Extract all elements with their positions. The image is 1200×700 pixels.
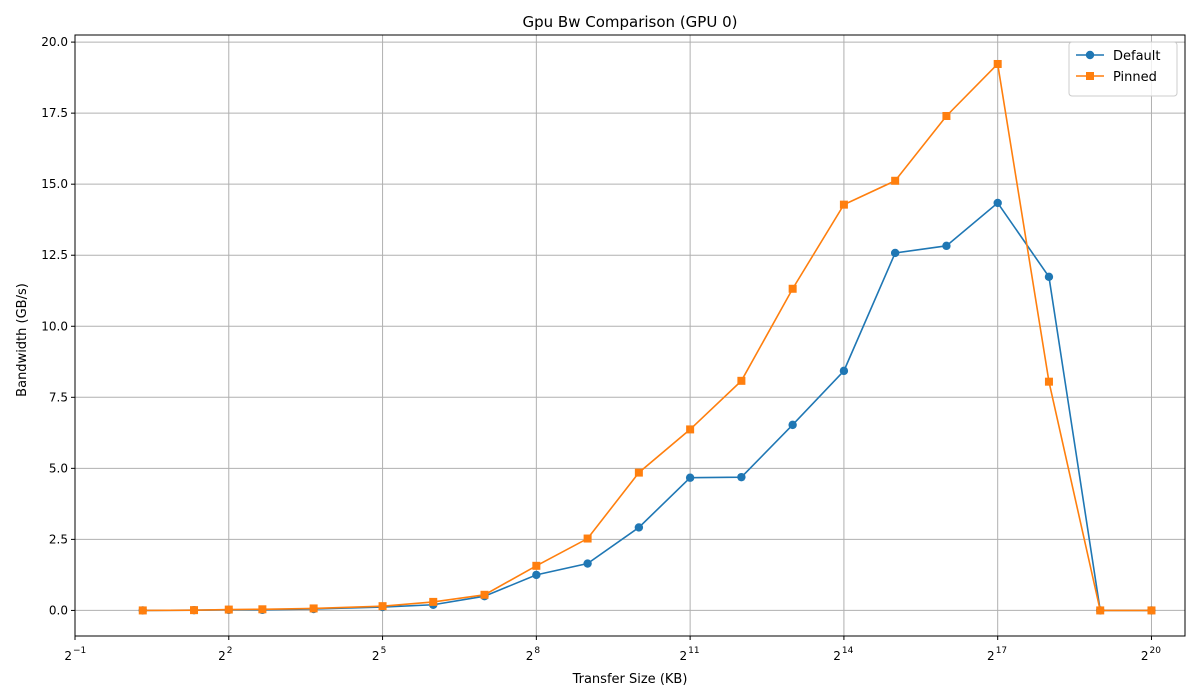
y-tick-label: 7.5 — [49, 390, 68, 404]
data-point-pinned — [737, 376, 746, 385]
x-tick-label-exponent: 8 — [534, 646, 540, 656]
data-point-pinned — [429, 597, 438, 606]
data-point-pinned — [891, 176, 900, 185]
data-point-default — [685, 473, 695, 482]
y-tick-label: 12.5 — [41, 248, 68, 262]
data-point-pinned — [1096, 606, 1105, 615]
data-point-pinned — [583, 534, 592, 543]
data-point-pinned — [532, 561, 541, 570]
x-tick-label-exponent: −1 — [73, 646, 86, 656]
x-tick-label-base: 2 — [833, 649, 841, 663]
y-tick-label: 2.5 — [49, 532, 68, 546]
legend-marker-pinned — [1086, 72, 1094, 80]
data-point-pinned — [378, 602, 387, 611]
data-point-pinned — [993, 59, 1002, 68]
y-tick-label: 15.0 — [41, 177, 68, 191]
data-point-pinned — [839, 200, 848, 209]
y-tick-label: 5.0 — [49, 461, 68, 475]
x-tick-label: 2 14 — [833, 646, 853, 663]
x-tick-label-base: 2 — [64, 649, 72, 663]
x-tick-label-base: 2 — [218, 649, 226, 663]
x-tick-label-base: 2 — [987, 649, 995, 663]
data-point-default — [993, 198, 1002, 208]
data-point-pinned — [138, 606, 147, 615]
x-tick-label: 2 −1 — [64, 646, 86, 663]
chart-title: Gpu Bw Comparison (GPU 0) — [523, 13, 738, 31]
legend-label-pinned: Pinned — [1113, 70, 1157, 85]
legend-marker-default — [1085, 50, 1095, 60]
ticks: 2 −1 2 2 2 5 2 8 2 11 2 14 2 17 2 200.02.55.07.510.012.… — [41, 35, 1161, 663]
y-tick-label: 20.0 — [41, 35, 68, 49]
data-point-default — [737, 472, 746, 482]
data-point-pinned — [686, 425, 695, 434]
x-tick-label-base: 2 — [372, 649, 380, 663]
x-axis-title: Transfer Size (KB) — [572, 672, 688, 687]
data-point-default — [942, 241, 951, 251]
y-tick-label: 0.0 — [49, 603, 68, 617]
legend-item-default: Default — [1076, 49, 1161, 64]
data-point-pinned — [309, 604, 318, 613]
data-point-pinned — [224, 605, 233, 614]
series-pinned — [138, 59, 1156, 615]
data-point-default — [839, 366, 849, 376]
legend-label-default: Default — [1113, 49, 1161, 64]
x-tick-label-exponent: 5 — [381, 646, 387, 656]
legend-item-pinned: Pinned — [1076, 70, 1157, 85]
data-point-default — [532, 570, 541, 580]
x-tick-label-exponent: 20 — [1149, 646, 1161, 656]
grid — [74, 35, 1185, 636]
x-tick-label: 2 20 — [1141, 646, 1161, 663]
data-point-default — [583, 559, 592, 568]
plot-frame — [74, 34, 1186, 637]
data-point-pinned — [788, 284, 797, 293]
data-point-pinned — [1147, 606, 1156, 615]
x-tick-label-base: 2 — [679, 649, 687, 663]
y-axis-title: Bandwidth (GB/s) — [15, 283, 30, 397]
x-tick-label-base: 2 — [526, 649, 534, 663]
data-point-pinned — [942, 111, 951, 120]
data-point-pinned — [1044, 377, 1053, 386]
x-tick-label-exponent: 17 — [996, 646, 1007, 656]
x-tick-label-exponent: 11 — [688, 646, 699, 656]
data-point-pinned — [480, 590, 489, 599]
legend: Default Pinned — [1068, 41, 1178, 97]
x-tick-label-base: 2 — [1141, 649, 1149, 663]
data-point-default — [788, 420, 797, 430]
x-tick-label-exponent: 14 — [842, 646, 854, 656]
data-point-default — [634, 523, 644, 532]
y-tick-label: 17.5 — [41, 106, 68, 120]
series-layer — [138, 59, 1156, 615]
data-point-pinned — [190, 606, 199, 615]
data-point-default — [1044, 272, 1054, 282]
x-tick-label-exponent: 2 — [227, 646, 233, 656]
x-tick-label: 2 11 — [679, 646, 699, 663]
y-tick-label: 10.0 — [41, 319, 68, 333]
data-point-pinned — [258, 605, 267, 614]
x-tick-label: 2 17 — [987, 646, 1007, 663]
data-point-pinned — [634, 468, 643, 477]
data-point-default — [890, 248, 900, 258]
